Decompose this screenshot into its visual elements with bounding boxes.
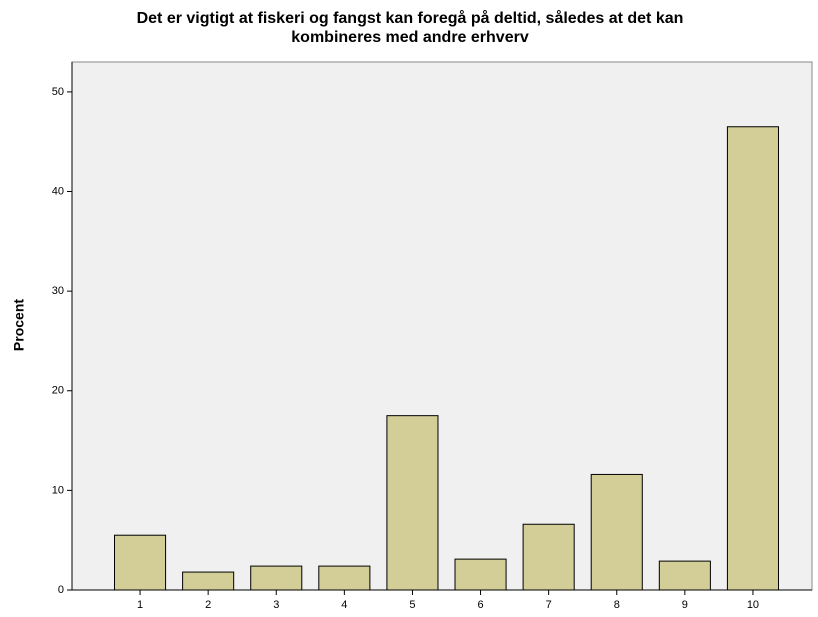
y-tick-label: 50 bbox=[52, 86, 64, 98]
x-tick-label: 9 bbox=[682, 599, 688, 611]
y-tick-label: 30 bbox=[52, 285, 64, 297]
x-tick-label: 3 bbox=[273, 599, 279, 611]
y-axis-label: Procent bbox=[11, 299, 27, 351]
y-tick-label: 40 bbox=[52, 185, 64, 197]
bar bbox=[726, 126, 779, 591]
bar bbox=[114, 534, 167, 591]
bar bbox=[318, 565, 371, 591]
x-tick-label: 1 bbox=[137, 599, 143, 611]
chart-title: Det er vigtigt at fiskeri og fangst kan … bbox=[137, 9, 684, 27]
chart-title: kombineres med andre erhverv bbox=[291, 29, 529, 46]
x-tick-label: 2 bbox=[205, 599, 211, 611]
plot-area bbox=[71, 61, 813, 591]
y-tick-label: 0 bbox=[58, 584, 64, 596]
x-tick-label: 10 bbox=[747, 599, 759, 611]
x-tick-label: 5 bbox=[409, 599, 415, 611]
bar bbox=[454, 558, 507, 591]
bar bbox=[658, 560, 711, 591]
bar bbox=[590, 473, 643, 591]
x-tick-label: 7 bbox=[546, 599, 552, 611]
y-tick-label: 20 bbox=[52, 385, 64, 397]
x-tick-label: 8 bbox=[614, 599, 620, 611]
bar bbox=[182, 571, 235, 591]
x-tick-label: 4 bbox=[341, 599, 347, 611]
y-tick-label: 10 bbox=[52, 484, 64, 496]
bar bbox=[386, 415, 439, 591]
bar bbox=[522, 523, 575, 591]
bar bbox=[250, 565, 303, 591]
x-tick-label: 6 bbox=[477, 599, 483, 611]
